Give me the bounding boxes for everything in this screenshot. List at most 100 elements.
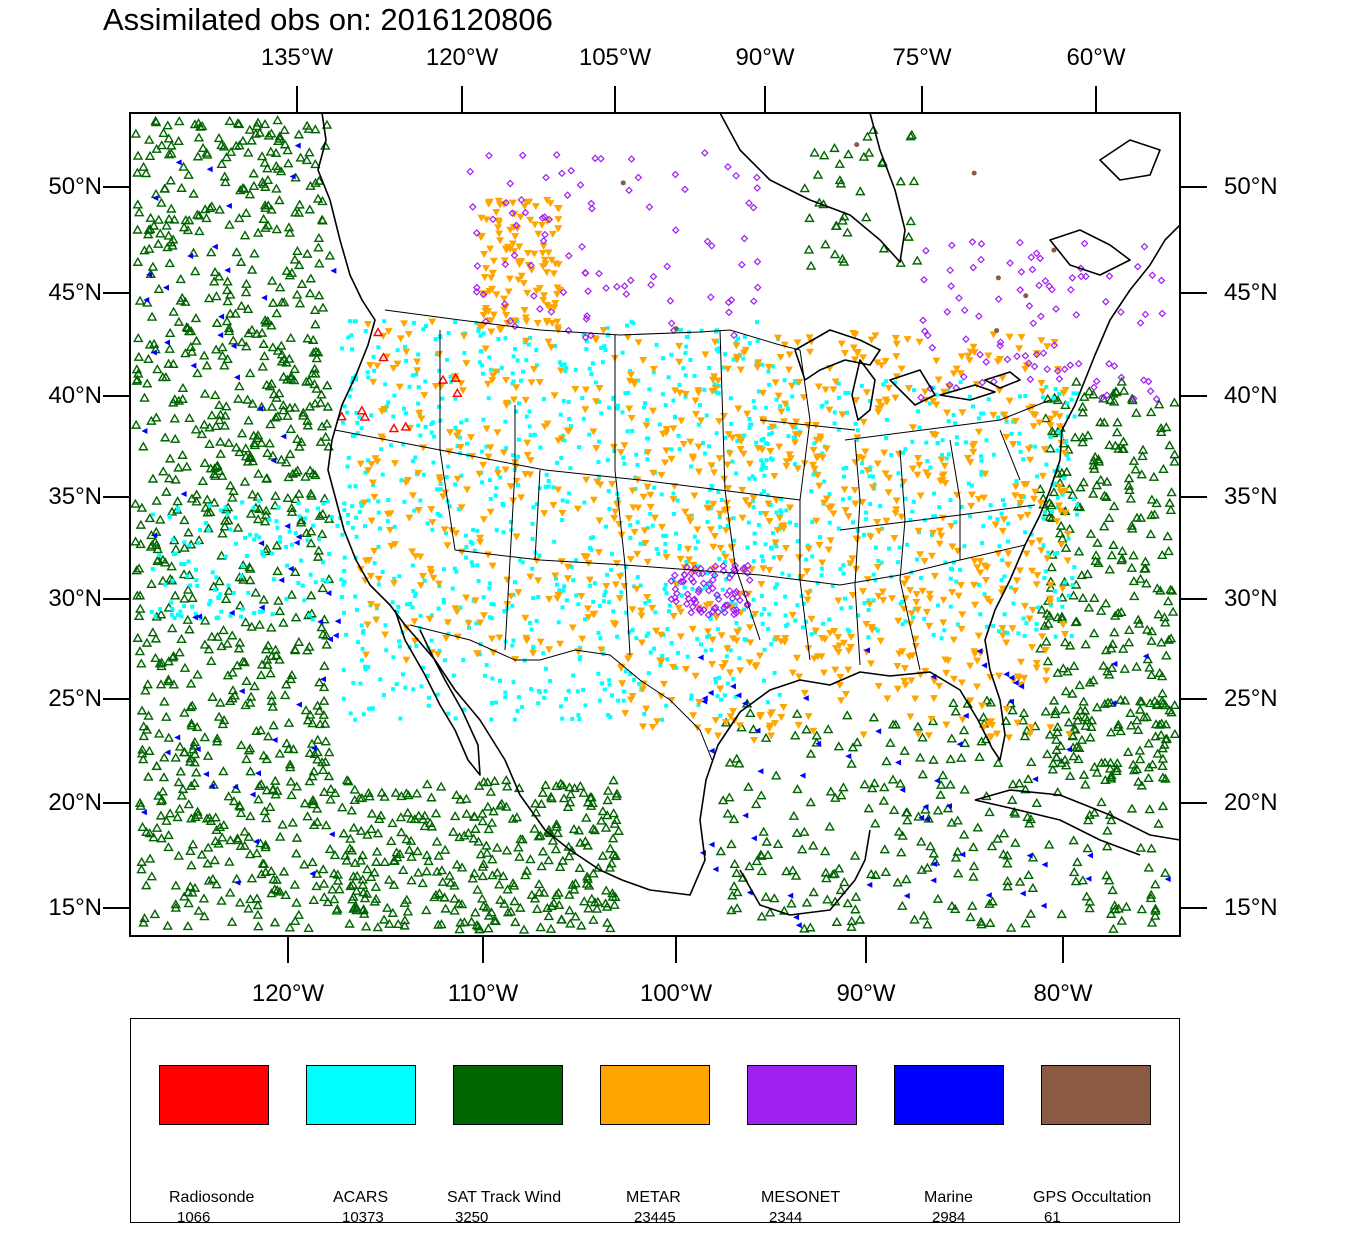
obs-marker bbox=[967, 502, 976, 510]
obs-marker bbox=[135, 603, 146, 613]
obs-marker bbox=[899, 483, 904, 488]
obs-marker bbox=[1125, 720, 1137, 730]
obs-marker bbox=[709, 500, 718, 508]
obs-marker bbox=[274, 519, 279, 524]
obs-marker bbox=[710, 469, 719, 477]
obs-marker bbox=[295, 701, 302, 708]
obs-marker bbox=[922, 469, 931, 477]
obs-marker bbox=[282, 492, 294, 503]
obs-marker bbox=[918, 910, 930, 920]
obs-marker bbox=[748, 724, 759, 734]
obs-marker bbox=[435, 350, 444, 358]
obs-marker bbox=[722, 693, 727, 698]
obs-marker bbox=[160, 557, 171, 567]
obs-marker bbox=[724, 654, 729, 659]
obs-marker bbox=[749, 203, 758, 212]
obs-marker bbox=[769, 893, 780, 903]
obs-marker bbox=[143, 224, 154, 235]
obs-marker bbox=[1037, 380, 1046, 388]
obs-marker bbox=[189, 736, 201, 747]
obs-marker bbox=[536, 688, 541, 693]
obs-marker bbox=[564, 366, 569, 371]
obs-marker bbox=[494, 224, 503, 232]
obs-marker bbox=[1129, 591, 1140, 601]
obs-marker bbox=[488, 806, 499, 816]
obs-marker bbox=[939, 619, 948, 627]
obs-marker bbox=[767, 732, 776, 740]
obs-marker bbox=[751, 399, 756, 404]
obs-marker bbox=[440, 396, 445, 401]
obs-marker bbox=[927, 401, 932, 406]
obs-marker bbox=[495, 230, 504, 238]
obs-marker bbox=[779, 510, 784, 515]
obs-marker bbox=[752, 476, 757, 481]
obs-marker bbox=[335, 523, 340, 528]
obs-marker bbox=[262, 315, 273, 326]
left-lat-label: 15°N bbox=[48, 894, 102, 921]
obs-marker bbox=[395, 610, 400, 615]
obs-marker bbox=[313, 290, 325, 300]
obs-marker bbox=[588, 914, 599, 924]
obs-marker bbox=[164, 258, 176, 268]
obs-marker bbox=[463, 827, 474, 837]
obs-marker bbox=[285, 332, 296, 342]
obs-marker bbox=[697, 654, 704, 661]
obs-marker bbox=[320, 560, 325, 565]
obs-marker bbox=[931, 514, 936, 519]
obs-marker bbox=[982, 592, 987, 597]
obs-marker bbox=[516, 483, 521, 488]
obs-marker bbox=[636, 378, 641, 383]
obs-marker bbox=[261, 553, 266, 558]
obs-marker bbox=[304, 465, 316, 475]
obs-marker bbox=[801, 897, 813, 907]
obs-marker bbox=[1071, 391, 1076, 396]
obs-marker bbox=[481, 345, 490, 353]
obs-marker bbox=[136, 864, 147, 874]
obs-marker bbox=[488, 615, 493, 620]
obs-marker bbox=[1056, 597, 1061, 602]
obs-marker bbox=[745, 624, 754, 632]
obs-marker bbox=[192, 669, 203, 679]
obs-marker bbox=[1053, 387, 1058, 392]
obs-marker bbox=[574, 648, 583, 656]
obs-marker bbox=[1101, 297, 1110, 306]
obs-marker bbox=[820, 499, 829, 507]
obs-marker bbox=[502, 311, 511, 319]
obs-marker bbox=[206, 201, 218, 211]
obs-marker bbox=[209, 266, 221, 277]
obs-marker bbox=[793, 618, 798, 623]
obs-marker bbox=[607, 405, 612, 410]
obs-marker bbox=[842, 898, 853, 908]
obs-marker bbox=[412, 594, 417, 599]
obs-marker bbox=[1017, 268, 1026, 276]
obs-marker bbox=[1162, 531, 1173, 541]
obs-marker bbox=[732, 342, 741, 350]
obs-marker bbox=[741, 700, 748, 707]
obs-marker bbox=[1011, 417, 1020, 425]
obs-marker bbox=[833, 741, 845, 751]
obs-marker bbox=[1135, 842, 1147, 852]
obs-marker bbox=[163, 230, 174, 240]
obs-marker bbox=[305, 526, 317, 536]
obs-marker bbox=[512, 533, 521, 541]
obs-marker bbox=[892, 497, 901, 505]
obs-marker bbox=[163, 358, 174, 368]
obs-marker bbox=[211, 879, 222, 889]
obs-marker bbox=[155, 679, 167, 689]
obs-marker bbox=[825, 786, 837, 796]
obs-marker bbox=[340, 420, 345, 425]
obs-marker bbox=[1152, 698, 1163, 708]
obs-marker bbox=[603, 589, 608, 594]
obs-marker bbox=[721, 365, 726, 370]
obs-marker bbox=[503, 576, 512, 584]
obs-marker bbox=[1013, 719, 1022, 727]
obs-marker bbox=[370, 881, 382, 891]
obs-marker bbox=[771, 379, 780, 387]
obs-marker bbox=[434, 888, 445, 898]
obs-marker bbox=[634, 452, 639, 457]
obs-marker bbox=[1038, 633, 1047, 641]
obs-marker bbox=[478, 333, 483, 338]
obs-marker bbox=[1022, 811, 1033, 821]
obs-marker bbox=[527, 409, 532, 414]
obs-marker bbox=[408, 548, 417, 556]
